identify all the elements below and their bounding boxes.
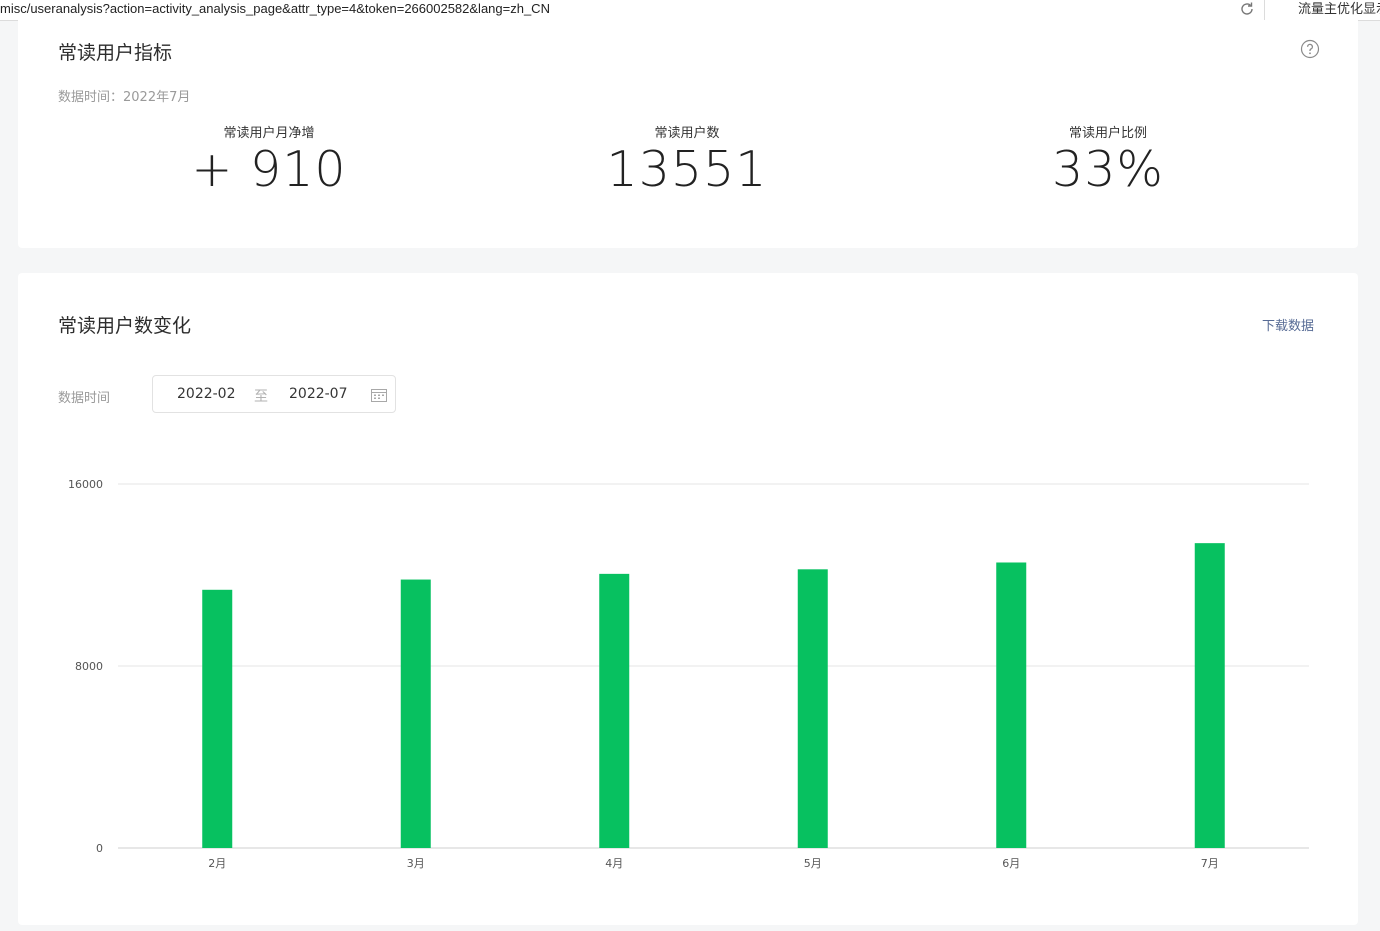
bar-3月[interactable] — [400, 579, 431, 848]
download-data-link[interactable]: 下载数据 — [1262, 319, 1315, 334]
metric-label: 常读用户月净增 — [223, 126, 315, 141]
y-tick-label: 16000 — [68, 478, 103, 491]
range-separator: 至 — [254, 389, 268, 405]
sidebar-tab-text[interactable]: 流量主优化显示 — [1298, 2, 1380, 17]
metric-label: 常读用户数 — [654, 126, 720, 141]
date-range-picker[interactable]: 2022-02 至 2022-07 — [152, 375, 396, 413]
question-circle-icon[interactable] — [1300, 39, 1320, 59]
trend-card-title: 常读用户数变化 — [58, 315, 192, 337]
reload-icon[interactable] — [1239, 1, 1255, 17]
metrics-card-title: 常读用户指标 — [58, 42, 173, 64]
metric-user-count: 常读用户数 13551 — [537, 122, 837, 198]
data-time-text: 数据时间：2022年7月 — [58, 90, 191, 105]
metric-net-increase: 常读用户月净增 + 910 — [119, 122, 419, 198]
bar-4月[interactable] — [599, 573, 630, 848]
x-tick-label: 3月 — [407, 857, 425, 870]
date-range-label: 数据时间 — [58, 391, 111, 406]
x-tick-label: 6月 — [1002, 857, 1020, 870]
metric-label: 常读用户比例 — [1068, 126, 1147, 141]
bar-6月[interactable] — [996, 562, 1027, 848]
browser-url-bar: misc/useranalysis?action=activity_analys… — [0, 0, 1380, 21]
user-count-bar-chart: 0 8000 16000 2月 3月 4月 5月 6月 7月 — [68, 478, 1309, 870]
metric-value: 13551 — [606, 141, 768, 198]
y-tick-label: 0 — [96, 842, 103, 855]
metric-value: + 910 — [191, 141, 347, 198]
x-tick-label: 5月 — [804, 857, 822, 870]
bar-5月[interactable] — [797, 569, 828, 848]
metric-user-ratio: 常读用户比例 33% — [958, 122, 1258, 198]
metric-value: 33% — [1052, 141, 1164, 198]
bar-7月[interactable] — [1194, 543, 1225, 848]
bar-2月[interactable] — [202, 589, 233, 848]
range-start-value[interactable]: 2022-02 — [177, 386, 236, 402]
x-tick-label: 2月 — [208, 857, 226, 870]
range-end-value[interactable]: 2022-07 — [289, 386, 348, 402]
trend-card: 常读用户数变化 下载数据 数据时间 2022-02 至 2022-07 0 800… — [18, 273, 1358, 925]
metrics-card: 常读用户指标 数据时间：2022年7月 常读用户月净增 + 910 常读用户数 … — [18, 20, 1358, 248]
y-tick-label: 8000 — [75, 660, 103, 673]
x-tick-label: 4月 — [605, 857, 623, 870]
x-tick-label: 7月 — [1201, 857, 1219, 870]
address-field[interactable]: misc/useranalysis?action=activity_analys… — [0, 0, 1265, 20]
calendar-icon[interactable] — [371, 388, 387, 402]
url-text: misc/useranalysis?action=activity_analys… — [0, 1, 550, 16]
